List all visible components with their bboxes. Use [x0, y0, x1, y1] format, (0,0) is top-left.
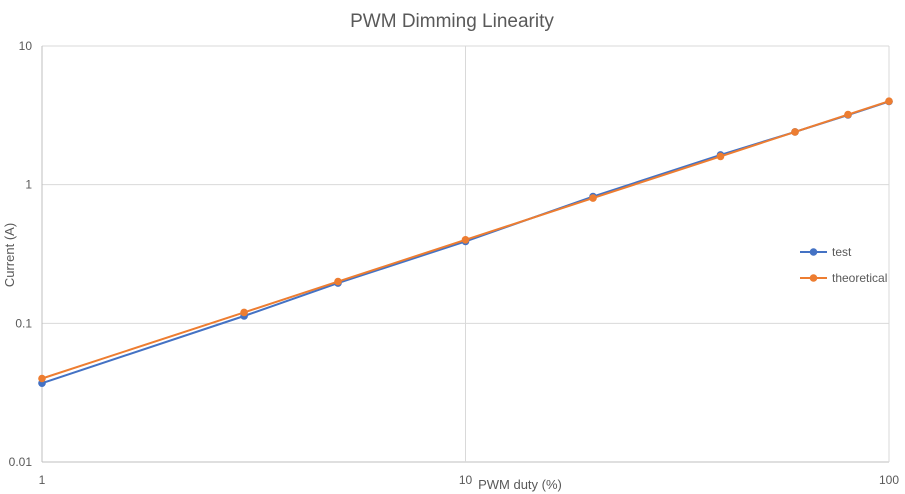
legend-item-theoretical: theoretical — [800, 271, 887, 285]
data-point — [38, 374, 46, 383]
y-tick-label: 10 — [19, 39, 33, 53]
legend: test theoretical — [800, 245, 887, 285]
x-tick-label: 100 — [879, 473, 899, 487]
data-point — [885, 97, 893, 105]
legend-label: test — [832, 245, 852, 259]
legend-label: theoretical — [832, 271, 887, 285]
series-theoretical — [38, 97, 893, 383]
y-tick-label: 0.01 — [9, 455, 33, 469]
legend-marker — [809, 274, 818, 282]
x-tick-label: 10 — [459, 473, 473, 487]
data-point — [589, 194, 597, 202]
data-point — [461, 236, 470, 244]
chart-title: PWM Dimming Linearity — [350, 11, 554, 32]
data-point — [716, 152, 725, 161]
legend-item-test: test — [800, 245, 852, 259]
data-point — [791, 128, 799, 136]
data-point — [240, 308, 248, 317]
y-axis-label: Current (A) — [2, 223, 17, 287]
data-point — [844, 110, 852, 119]
y-tick-label: 1 — [25, 178, 32, 192]
x-tick-label: 1 — [39, 473, 46, 487]
series-group — [38, 97, 893, 388]
x-axis-label: PWM duty (%) — [478, 477, 562, 492]
data-point — [334, 277, 342, 286]
tick-labels: 0.01 0.1 1 10 1 10 100 — [9, 39, 900, 487]
grid-lines — [41, 45, 890, 463]
y-tick-label: 0.1 — [15, 316, 32, 330]
legend-marker — [809, 248, 818, 256]
